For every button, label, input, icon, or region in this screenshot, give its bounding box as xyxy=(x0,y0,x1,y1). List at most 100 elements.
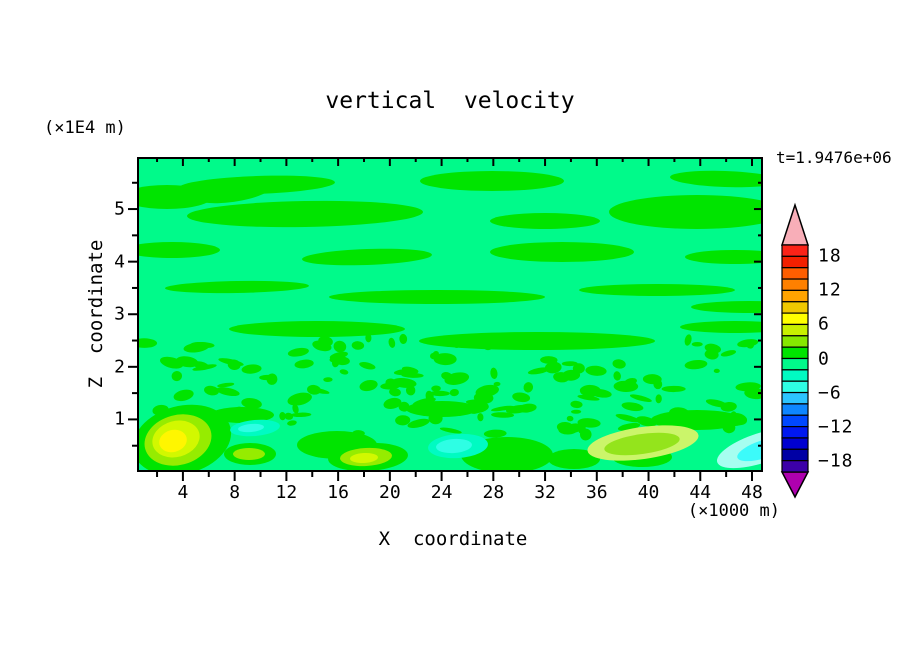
field-speckle xyxy=(744,387,763,400)
field-speckle xyxy=(490,405,514,412)
field-speckle xyxy=(159,356,184,369)
field-band-patch xyxy=(670,170,763,188)
field-speckle xyxy=(334,356,350,366)
z-tick-label: 3 xyxy=(114,303,125,325)
colorbar-tick-label: −12 xyxy=(818,416,854,438)
colorbar-band xyxy=(781,357,809,371)
field-feature-patch xyxy=(737,436,763,462)
field-speckle xyxy=(192,364,217,371)
field-speckle xyxy=(684,334,692,346)
field-speckle xyxy=(241,364,262,374)
field-speckle xyxy=(395,415,411,426)
field-speckle xyxy=(233,406,244,413)
colorbar-band xyxy=(781,301,809,314)
field-feature-patch xyxy=(604,432,680,456)
field-band-patch xyxy=(490,213,600,229)
field-band-patch xyxy=(420,171,564,191)
field-speckle xyxy=(704,349,719,360)
field-band-patch xyxy=(187,200,423,228)
field-speckle xyxy=(431,385,441,392)
field-speckle xyxy=(429,390,450,397)
field-speckle xyxy=(266,373,278,385)
field-speckle xyxy=(463,401,489,414)
chart-title: vertical velocity xyxy=(325,88,575,114)
x-tick-label: 20 xyxy=(379,482,401,503)
field-speckle xyxy=(706,413,727,425)
field-speckle xyxy=(428,412,443,425)
field-speckle xyxy=(183,342,210,353)
field-speckle xyxy=(333,340,347,353)
field-speckle xyxy=(287,420,297,426)
field-speckle xyxy=(613,371,621,381)
field-speckle xyxy=(577,423,586,434)
field-speckle xyxy=(401,372,424,378)
field-band-patch xyxy=(329,290,545,304)
field-speckle xyxy=(527,367,550,375)
field-speckle xyxy=(691,341,703,347)
field-speckle xyxy=(493,381,501,387)
colorbar-band xyxy=(781,437,809,450)
field-speckle xyxy=(624,377,637,386)
field-speckle xyxy=(318,336,333,347)
z-axis-unit-label: (×1E4 m) xyxy=(44,118,126,138)
field-speckle xyxy=(401,366,419,374)
field-speckle xyxy=(577,394,600,401)
field-feature-patch xyxy=(238,423,264,433)
contour-field xyxy=(137,157,763,472)
field-speckle xyxy=(590,389,612,398)
field-speckle xyxy=(713,368,720,374)
field-band-patch xyxy=(680,321,763,333)
field-speckle xyxy=(518,403,537,413)
colorbar-band xyxy=(781,380,809,394)
field-speckle xyxy=(483,345,492,351)
colorbar-band xyxy=(781,267,809,280)
field-speckle xyxy=(490,367,498,379)
x-tick-label: 12 xyxy=(275,482,298,503)
field-speckle xyxy=(585,365,607,376)
x-axis-title: X coordinate xyxy=(378,528,528,550)
field-speckle xyxy=(720,350,737,357)
colorbar-band xyxy=(781,335,809,348)
field-speckle xyxy=(655,394,662,404)
field-speckle xyxy=(389,387,401,397)
field-speckle xyxy=(217,382,235,388)
field-band-patch xyxy=(165,280,309,294)
colorbar-tick-label: 6 xyxy=(818,313,830,335)
field-speckle xyxy=(475,384,500,398)
z-tick-label: 4 xyxy=(114,251,125,273)
field-speckle xyxy=(290,412,312,418)
colorbar-band xyxy=(781,346,809,360)
field-speckle xyxy=(439,427,462,434)
field-speckle xyxy=(433,353,457,366)
x-tick-label: 48 xyxy=(741,482,763,503)
colorbar-over-arrow xyxy=(780,202,810,246)
colorbar-band xyxy=(781,426,809,439)
x-tick-label: 8 xyxy=(229,482,241,503)
x-tick-label: 32 xyxy=(534,482,556,503)
field-feature-patch xyxy=(159,429,187,453)
field-band-patch xyxy=(229,321,405,337)
field-speckle xyxy=(667,411,690,423)
colorbar-under-arrow xyxy=(780,471,810,499)
field-speckle xyxy=(570,400,583,409)
field-speckle xyxy=(407,418,430,428)
field-speckle xyxy=(523,382,534,393)
field-speckle xyxy=(572,363,585,374)
field-speckle xyxy=(339,369,349,375)
field-speckle xyxy=(388,337,396,348)
field-speckle xyxy=(380,382,401,390)
field-speckle xyxy=(661,385,686,393)
field-feature-patch xyxy=(233,448,265,460)
field-speckle xyxy=(477,413,484,422)
field-speckle xyxy=(444,372,470,385)
colorbar-band xyxy=(781,460,809,473)
z-tick-label: 5 xyxy=(114,198,125,220)
colorbar-band xyxy=(781,278,809,291)
field-speckle xyxy=(561,361,578,367)
field-band-patch xyxy=(609,195,763,229)
time-stamp-label: t=1.9476e+06 xyxy=(776,148,892,167)
field-speckle xyxy=(653,379,663,390)
field-speckle xyxy=(365,333,372,343)
field-speckle xyxy=(621,402,644,412)
x-tick-label: 40 xyxy=(637,482,660,503)
